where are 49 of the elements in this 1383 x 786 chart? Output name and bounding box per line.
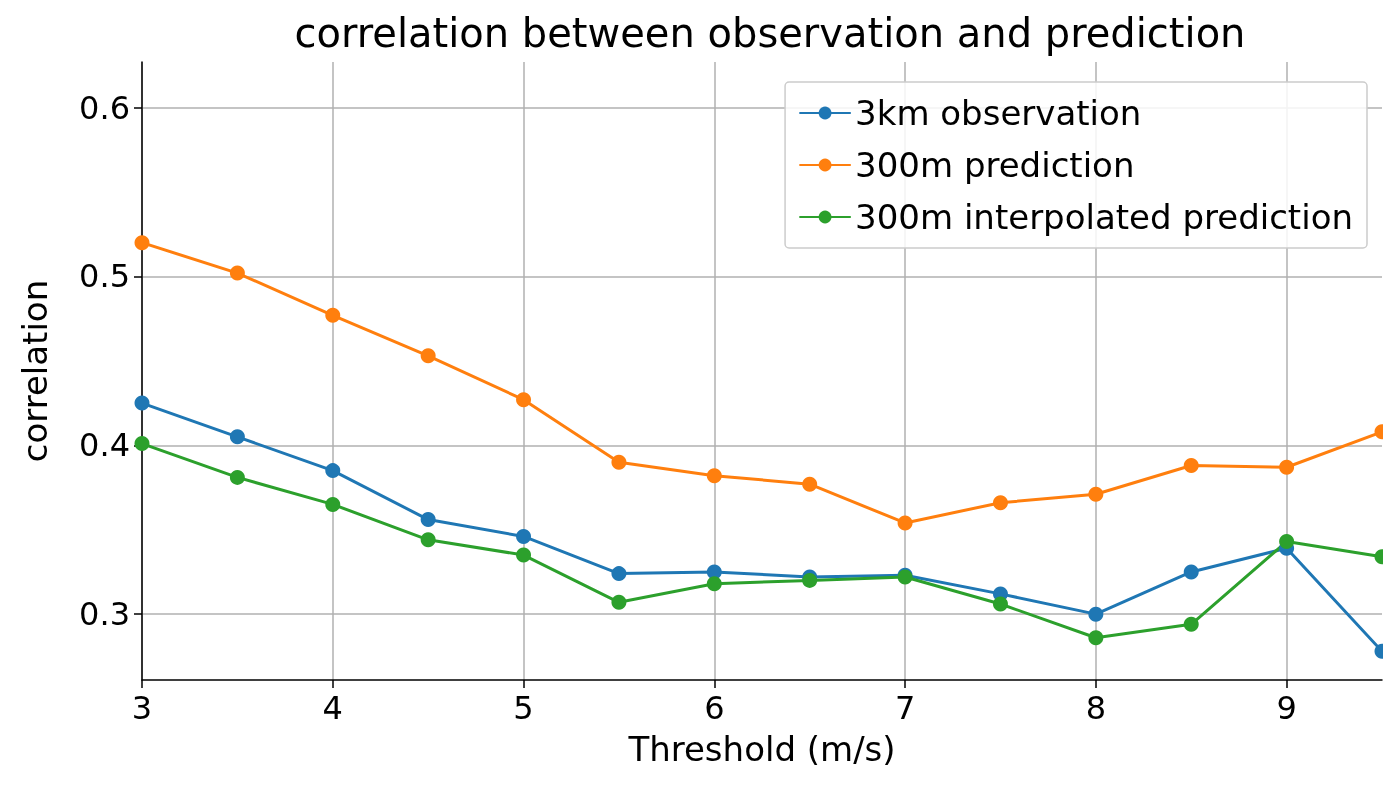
point bbox=[706, 576, 722, 592]
point bbox=[516, 547, 532, 563]
point bbox=[1279, 459, 1295, 475]
y-tick-label: 0.6 bbox=[79, 88, 130, 127]
point bbox=[897, 515, 913, 531]
point bbox=[134, 395, 150, 411]
point bbox=[325, 496, 341, 512]
chart-title: correlation between observation and prediction bbox=[294, 10, 1246, 56]
point bbox=[229, 429, 245, 445]
point bbox=[1183, 616, 1199, 632]
point bbox=[229, 469, 245, 485]
point bbox=[134, 235, 150, 251]
y-tick-label: 0.3 bbox=[79, 595, 130, 634]
y-axis-title: correlation bbox=[15, 279, 55, 463]
y-tick-label: 0.5 bbox=[79, 257, 130, 296]
point bbox=[420, 512, 436, 528]
point bbox=[992, 495, 1008, 511]
point bbox=[420, 348, 436, 364]
point bbox=[325, 307, 341, 323]
y-tick-label: 0.4 bbox=[79, 426, 130, 465]
x-tick-label: 9 bbox=[1276, 689, 1297, 727]
point bbox=[1183, 564, 1199, 580]
x-tick-label: 3 bbox=[131, 689, 153, 727]
point bbox=[516, 528, 532, 544]
point bbox=[992, 596, 1008, 612]
point bbox=[1279, 534, 1295, 550]
point bbox=[706, 468, 722, 484]
x-tick-label: 5 bbox=[513, 689, 534, 727]
legend-label: 300m prediction bbox=[855, 145, 1135, 185]
x-tick-label: 4 bbox=[322, 689, 343, 727]
x-tick-label: 8 bbox=[1085, 689, 1107, 727]
point bbox=[611, 454, 627, 470]
point bbox=[1088, 486, 1104, 502]
point bbox=[229, 265, 245, 281]
x-axis-title: Threshold (m/s) bbox=[627, 729, 896, 769]
point bbox=[611, 594, 627, 610]
point bbox=[134, 436, 150, 452]
point bbox=[325, 463, 341, 479]
point bbox=[611, 566, 627, 582]
point bbox=[420, 532, 436, 548]
point bbox=[1088, 606, 1104, 622]
point bbox=[1183, 458, 1199, 474]
point bbox=[802, 476, 818, 492]
x-tick-label: 6 bbox=[704, 689, 725, 727]
point bbox=[1088, 630, 1104, 646]
x-tick-label: 7 bbox=[894, 689, 916, 727]
legend-label: 3km observation bbox=[855, 93, 1142, 133]
point bbox=[516, 392, 532, 408]
legend-label: 300m interpolated prediction bbox=[855, 197, 1354, 237]
